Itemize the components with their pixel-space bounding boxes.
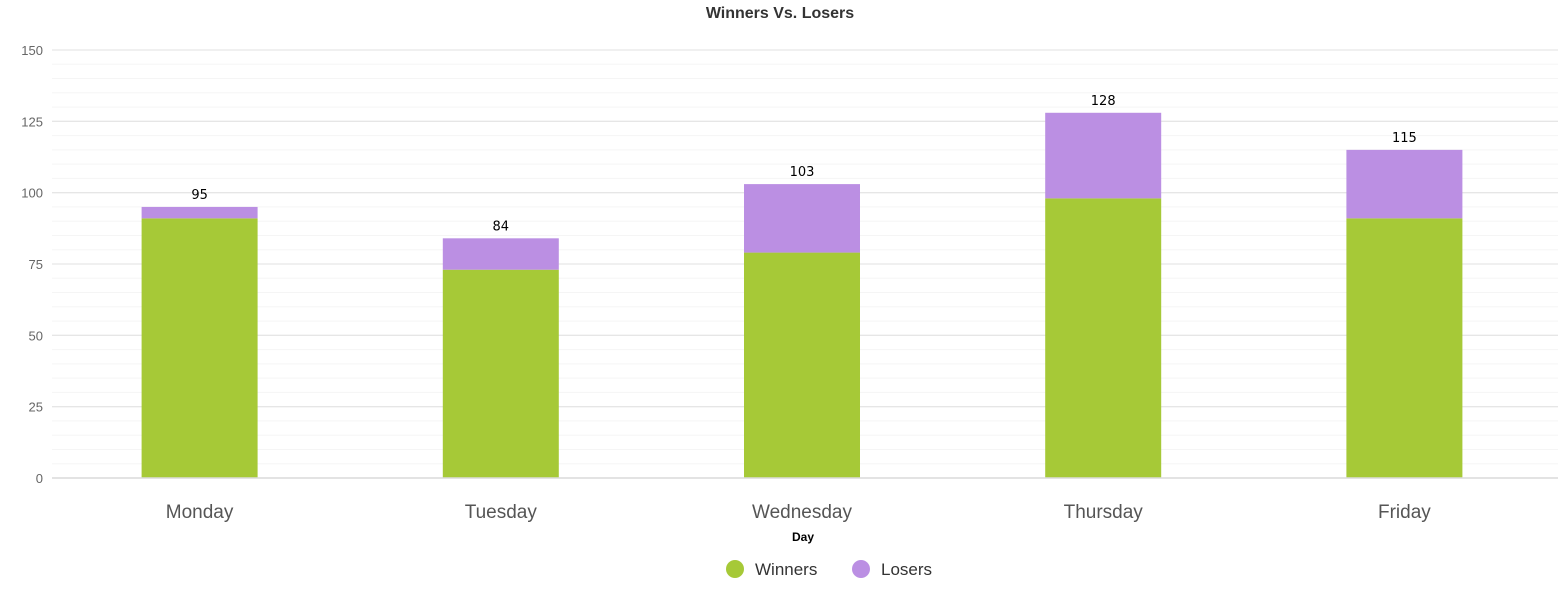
- y-tick-label: 25: [29, 400, 43, 415]
- bar-winners-wednesday: [744, 252, 860, 478]
- total-label: 103: [790, 165, 815, 180]
- x-tick-label: Wednesday: [752, 502, 852, 523]
- bar-losers-wednesday: [744, 184, 860, 253]
- bar-winners-thursday: [1045, 198, 1162, 478]
- legend-marker-winners: [726, 560, 744, 578]
- y-tick-label: 150: [21, 43, 43, 58]
- bar-losers-friday: [1346, 149, 1463, 219]
- y-tick-label: 0: [36, 471, 43, 486]
- x-tick-label: Thursday: [1064, 502, 1144, 523]
- total-label: 95: [191, 188, 208, 203]
- legend-label-losers: Losers: [881, 560, 932, 579]
- y-tick-label: 125: [21, 114, 43, 129]
- bars: [52, 112, 1558, 479]
- bar-losers-thursday: [1045, 112, 1162, 199]
- x-tick-label: Friday: [1378, 502, 1431, 523]
- x-tick-label: Tuesday: [465, 502, 538, 523]
- bar-losers-monday: [141, 206, 258, 219]
- total-label: 84: [493, 219, 510, 234]
- chart-title: Winners Vs. Losers: [706, 5, 854, 22]
- bar-winners-monday: [141, 218, 258, 478]
- total-label: 128: [1091, 94, 1116, 109]
- bar-losers-tuesday: [442, 238, 559, 270]
- legend-marker-losers: [852, 560, 870, 578]
- x-axis: Monday Tuesday Wednesday Thursday Friday: [166, 502, 1431, 523]
- legend-label-winners: Winners: [755, 560, 817, 579]
- y-axis: 0 25 50 75 100 125 150: [21, 43, 43, 486]
- x-axis-title: Day: [792, 530, 814, 544]
- legend: Winners Losers: [726, 560, 932, 579]
- x-tick-label: Monday: [166, 502, 234, 523]
- y-tick-label: 100: [21, 186, 43, 201]
- bar-winners-friday: [1346, 218, 1463, 478]
- y-tick-label: 50: [29, 328, 43, 343]
- total-label: 115: [1392, 131, 1417, 146]
- total-labels: 95 84 103 128 115: [191, 94, 1416, 235]
- bar-winners-tuesday: [442, 269, 559, 478]
- y-tick-label: 75: [29, 257, 43, 272]
